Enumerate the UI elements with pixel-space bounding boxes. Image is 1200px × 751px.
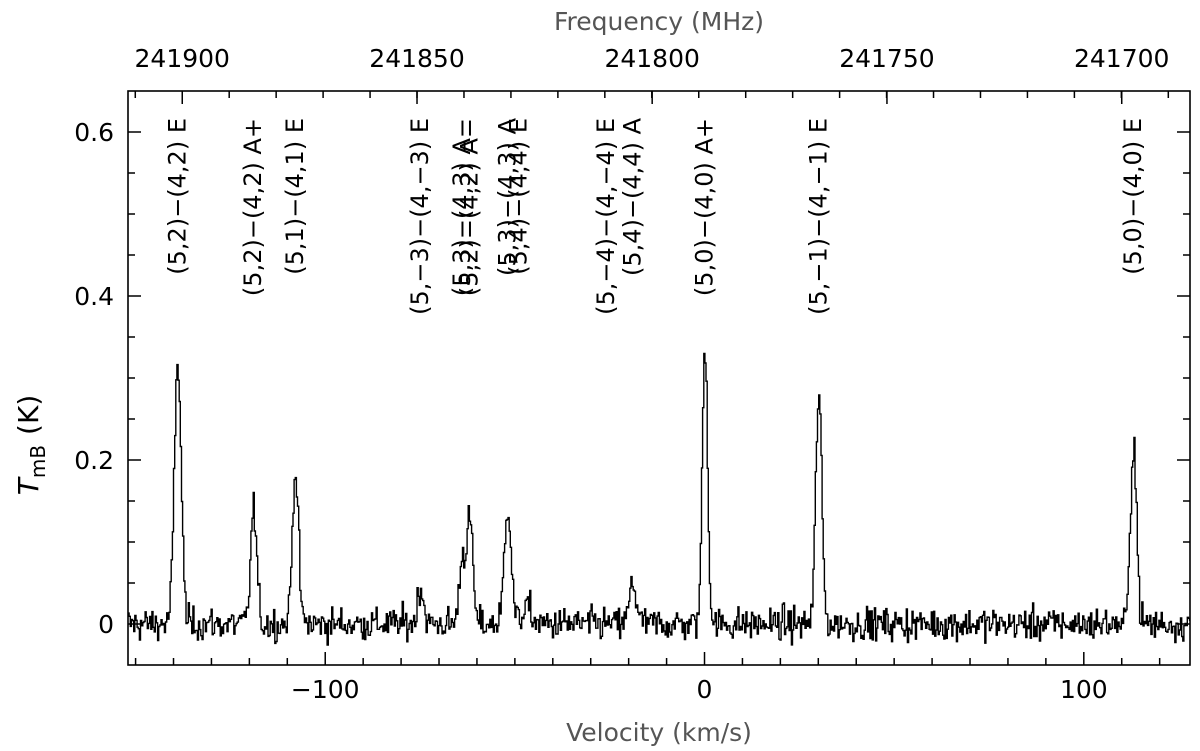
transition-label: (5,1)−(4,1) E [281,118,309,275]
y-axis-title-symbol: T [12,476,45,495]
spectrum-series [128,352,1191,646]
transition-label: (5,−1)−(4,−1) E [804,118,832,315]
transition-label: (5,−4)−(4,−4) E [592,118,620,315]
axis-ticks [128,91,1190,665]
transition-label: (5,4)−(4,4) E [505,118,533,275]
y-axis-title-subscript: mB [26,445,50,478]
top-tick-label: 241700 [1074,44,1169,73]
top-tick-label: 241900 [135,44,230,73]
y-axis-title-unit: (K) [12,395,45,435]
transition-label: (5,3)−(4,3) A− [448,118,476,296]
top-tick-label: 241750 [839,44,934,73]
transition-label: (5,−3)−(4,−3) E [406,118,434,315]
y-tick-label: 0.4 [74,282,114,311]
axis-tick-labels: −100 0 100 241900 241850 241800 241750 241700 0 0… [74,44,1169,704]
x-axis-title: Velocity (km/s) [566,718,752,747]
spectrum-trace [128,352,1191,646]
x-tick-label: −100 [291,675,360,704]
transition-label: (5,0)−(4,0) E [1119,118,1147,275]
transition-label: (5,2)−(4,2) A− [455,118,483,296]
transition-label: (5,2)−(4,2) E [163,118,191,275]
transition-label: (5,4)−(4,4) A [619,117,647,276]
svg-text:TmB(K): TmB (K) [12,395,50,496]
x-tick-label: 0 [697,675,713,704]
transition-labels: (5,2)−(4,2) E (5,2)−(4,2) A+ (5,1)−(4,1) E… [163,117,1147,314]
transition-label: (5,2)−(4,2) A+ [239,118,267,296]
top-tick-label: 241800 [604,44,699,73]
transition-label: (5,3)−(4,3) A [493,117,521,276]
transition-label: (5,0)−(4,0) A+ [691,118,719,296]
y-axis-title: TmB (K) [12,395,50,496]
top-axis-title: Frequency (MHz) [554,7,764,36]
top-tick-label: 241850 [369,44,464,73]
x-tick-label: 100 [1060,675,1108,704]
y-tick-label: 0.2 [74,446,114,475]
y-tick-label: 0 [98,610,114,639]
y-tick-label: 0.6 [74,118,114,147]
